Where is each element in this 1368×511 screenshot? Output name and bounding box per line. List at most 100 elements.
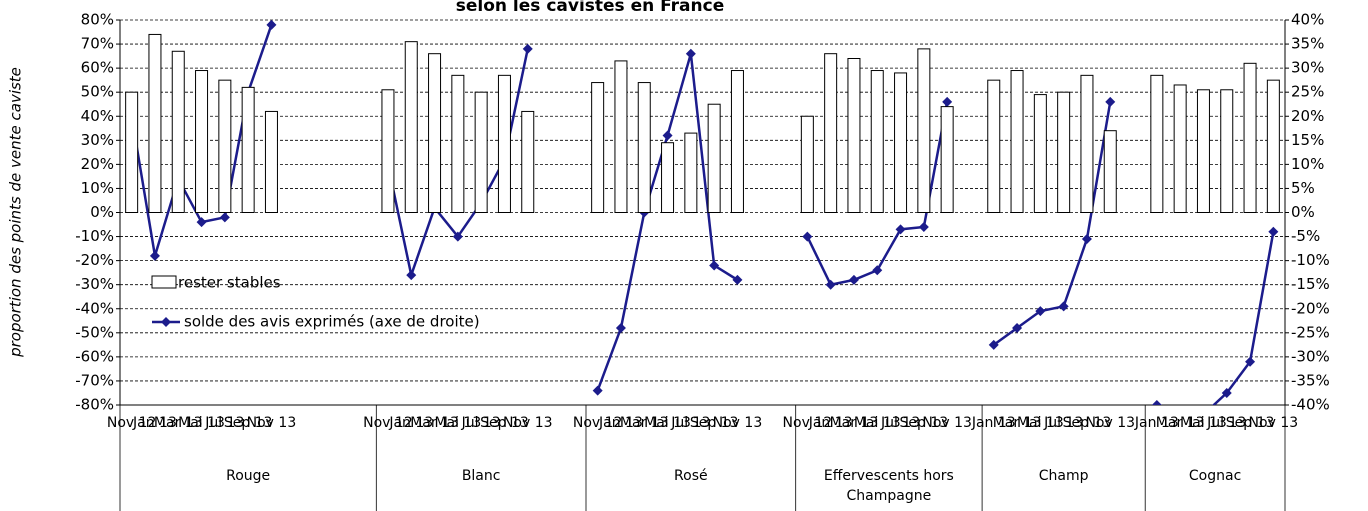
x-tick-label: Sep 13 (1226, 415, 1275, 431)
x-tick-label: Sep 13 (900, 415, 949, 431)
bar (940, 106, 954, 213)
x-tick-label: Nov 12 (783, 415, 833, 431)
y-tick-label: 10% (81, 179, 114, 197)
y2-tick-label: -35% (1291, 371, 1330, 389)
bar (917, 48, 931, 213)
x-tick-label: Jan 13 (971, 415, 1016, 431)
bar (707, 103, 721, 213)
bar (637, 82, 651, 213)
line-marker (1035, 306, 1046, 317)
line-marker (452, 231, 463, 242)
x-tick-label: Mar 13 (993, 415, 1042, 431)
y-tick-label: -30% (75, 275, 114, 293)
bar (218, 79, 232, 213)
y2-tick-label: 40% (1291, 11, 1324, 29)
y-tick-label: -60% (75, 347, 114, 365)
bar (730, 70, 744, 213)
y2-tick-label: 15% (1291, 131, 1324, 149)
y2-tick-label: 0% (1291, 203, 1315, 221)
y-tick-label: 0% (90, 203, 114, 221)
y-tick-label: -40% (75, 299, 114, 317)
y2-tick-label: -40% (1291, 396, 1330, 414)
x-tick-label: Mai 13 (434, 415, 481, 431)
line-marker (825, 279, 836, 290)
x-tick-label: Jan 13 (132, 415, 177, 431)
x-tick-label: Jan 13 (1134, 415, 1179, 431)
y-tick-label: 80% (81, 11, 114, 29)
x-tick-label: Nov 12 (107, 415, 157, 431)
bar (264, 110, 278, 213)
line-marker (1105, 96, 1116, 107)
chart-title: selon les cavistes en France (456, 0, 724, 16)
x-tick-label: Jul 13 (461, 415, 501, 431)
x-tick-label: Mar 13 (1156, 415, 1205, 431)
legend-label: rester stables (178, 274, 281, 292)
x-tick-label: Sep 13 (480, 415, 529, 431)
bar (894, 72, 908, 213)
group-label: Blanc (461, 468, 501, 484)
y-tick-label: -10% (75, 227, 114, 245)
y-tick-label: -20% (75, 251, 114, 269)
bar (497, 74, 511, 213)
y-tick-label: 60% (81, 59, 114, 77)
y2-tick-label: -10% (1291, 251, 1330, 269)
x-tick-label: Jul 13 (880, 415, 920, 431)
line-marker (1151, 400, 1162, 405)
x-tick-label: Nov 13 (247, 415, 297, 431)
line-marker (942, 96, 953, 107)
bar (1033, 94, 1047, 213)
x-tick-label: Nov 12 (363, 415, 413, 431)
bar (195, 70, 209, 213)
bar (241, 86, 255, 213)
y-tick-label: -70% (75, 371, 114, 389)
x-tick-label: Mai 13 (644, 415, 691, 431)
x-tick-label: Nov 13 (713, 415, 763, 431)
line-marker (615, 323, 626, 333)
bar (521, 110, 535, 213)
y2-tick-label: 30% (1291, 59, 1324, 77)
x-tick-label: Mai 13 (178, 415, 225, 431)
y2-tick-label: 35% (1291, 35, 1324, 53)
x-tick-label: Jan 13 (808, 415, 853, 431)
x-tick-label: Jul 13 (1043, 415, 1083, 431)
bar (404, 41, 418, 213)
x-tick-label: Sep 13 (224, 415, 273, 431)
x-tick-label: Mar 13 (830, 415, 879, 431)
bar (1196, 89, 1210, 213)
y2-tick-label: 10% (1291, 155, 1324, 173)
bar (591, 82, 605, 213)
y-tick-label: -80% (75, 396, 114, 414)
x-tick-label: Sep 13 (1063, 415, 1112, 431)
line-marker (522, 43, 533, 54)
line-layer (126, 20, 1279, 405)
x-tick-label: Nov 12 (573, 415, 623, 431)
bar (1243, 62, 1257, 213)
bar (1057, 91, 1071, 213)
y-tick-label: 30% (81, 131, 114, 149)
line-marker (685, 48, 696, 59)
y-tick-label: 50% (81, 83, 114, 101)
bar (125, 91, 139, 213)
line-marker (988, 339, 999, 350)
bar (800, 115, 814, 213)
line-marker (196, 217, 207, 228)
bar (1266, 79, 1280, 213)
x-tick-label: Mai 13 (1180, 415, 1227, 431)
x-tick-label: Nov 13 (1249, 415, 1299, 431)
group-label: Cognac (1188, 468, 1242, 484)
line-marker (219, 212, 230, 223)
line-marker (406, 270, 417, 281)
bar (1010, 70, 1024, 213)
bar (847, 58, 861, 213)
line-series (1156, 231, 1275, 405)
bar (1173, 84, 1187, 213)
x-tick-label: Jan 13 (598, 415, 643, 431)
y-tick-label: 70% (81, 35, 114, 53)
x-tick-label: Nov 13 (922, 415, 972, 431)
line-marker (592, 385, 603, 396)
bar (171, 50, 185, 213)
bar (1150, 74, 1164, 213)
line-marker (918, 221, 929, 232)
bar (1220, 89, 1234, 213)
group-label: Effervescents hors Champagne (823, 468, 954, 504)
